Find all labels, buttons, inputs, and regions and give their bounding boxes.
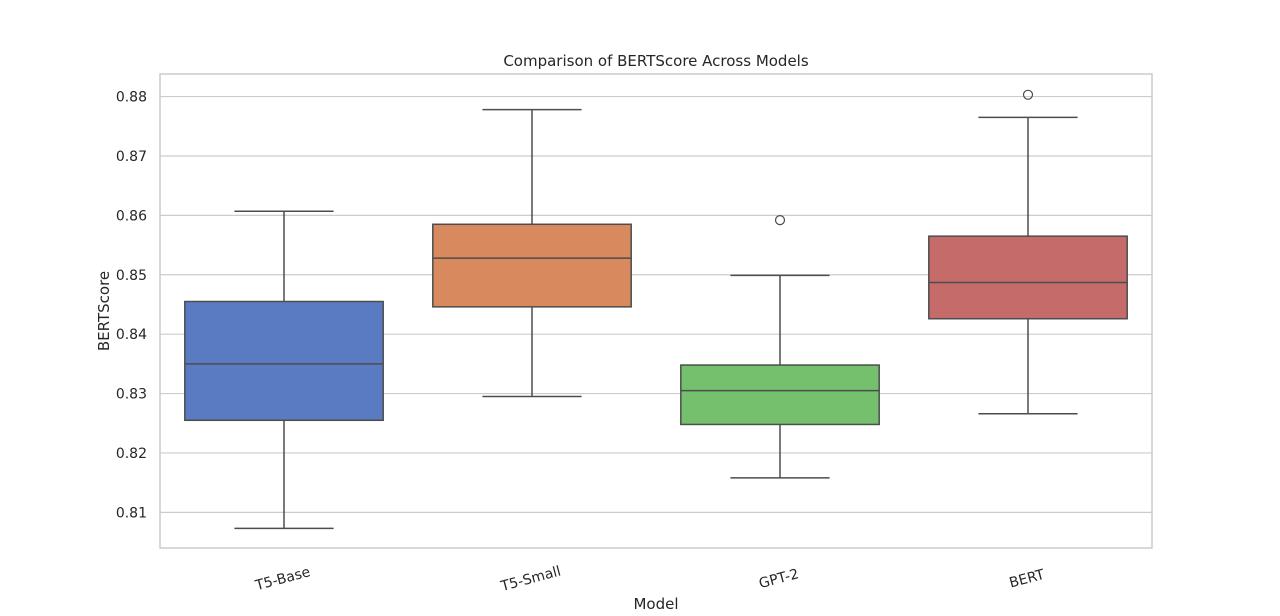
y-tick-label: 0.81 bbox=[116, 505, 147, 521]
iqr-box bbox=[184, 300, 384, 422]
y-tick-label: 0.82 bbox=[116, 446, 147, 462]
outlier-point bbox=[1022, 89, 1034, 100]
x-tick-label: BERT bbox=[1008, 567, 1047, 592]
x-tick-label: GPT-2 bbox=[757, 566, 800, 592]
iqr-box bbox=[680, 364, 880, 426]
x-tick-label: T5-Small bbox=[498, 563, 562, 595]
y-tick-label: 0.88 bbox=[116, 90, 147, 106]
box-t5-base bbox=[184, 210, 384, 530]
box-t5-small bbox=[432, 108, 632, 398]
plot-frame bbox=[159, 73, 1153, 549]
y-axis-label: BERTScore bbox=[95, 271, 113, 351]
y-tick-labels: 0.81 0.82 0.83 0.84 0.85 0.86 0.87 0.88 bbox=[116, 90, 147, 522]
y-tick-label: 0.87 bbox=[116, 149, 147, 165]
y-tick-label: 0.86 bbox=[116, 208, 147, 224]
chart-title: Comparison of BERTScore Across Models bbox=[503, 52, 809, 70]
box-gpt-2 bbox=[680, 215, 880, 479]
iqr-box bbox=[928, 235, 1128, 320]
outlier-point bbox=[774, 215, 786, 226]
x-axis-label: Model bbox=[633, 595, 678, 613]
y-tick-label: 0.83 bbox=[116, 387, 147, 403]
x-tick-label: T5-Base bbox=[253, 564, 312, 594]
box-bert bbox=[928, 89, 1128, 415]
y-tick-label: 0.85 bbox=[116, 268, 147, 284]
x-tick-labels: T5-Base T5-Small GPT-2 BERT bbox=[253, 563, 1047, 595]
y-tick-label: 0.84 bbox=[116, 327, 147, 343]
iqr-box bbox=[432, 223, 632, 308]
box-series bbox=[184, 89, 1128, 530]
